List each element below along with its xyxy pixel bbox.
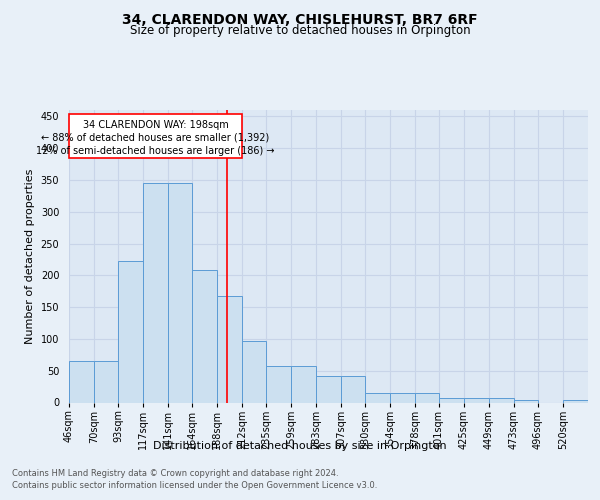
Bar: [341, 376, 365, 402]
Bar: [94, 361, 118, 403]
Text: Contains public sector information licensed under the Open Government Licence v3: Contains public sector information licen…: [12, 481, 377, 490]
Text: 34 CLARENDON WAY: 198sqm: 34 CLARENDON WAY: 198sqm: [83, 120, 229, 130]
Bar: [439, 398, 464, 402]
Text: Contains HM Land Registry data © Crown copyright and database right 2024.: Contains HM Land Registry data © Crown c…: [12, 469, 338, 478]
Text: Size of property relative to detached houses in Orpington: Size of property relative to detached ho…: [130, 24, 470, 37]
Text: 12% of semi-detached houses are larger (186) →: 12% of semi-detached houses are larger (…: [36, 146, 275, 156]
Text: 34, CLARENDON WAY, CHISLEHURST, BR7 6RF: 34, CLARENDON WAY, CHISLEHURST, BR7 6RF: [122, 12, 478, 26]
Bar: [143, 183, 168, 402]
Bar: [365, 393, 390, 402]
Text: Distribution of detached houses by size in Orpington: Distribution of detached houses by size …: [153, 441, 447, 451]
Bar: [69, 114, 242, 158]
Bar: [390, 393, 415, 402]
Y-axis label: Number of detached properties: Number of detached properties: [25, 168, 35, 344]
Bar: [291, 366, 316, 402]
Bar: [514, 400, 538, 402]
Bar: [192, 270, 217, 402]
Text: ← 88% of detached houses are smaller (1,392): ← 88% of detached houses are smaller (1,…: [41, 133, 269, 143]
Bar: [489, 398, 514, 402]
Bar: [118, 262, 143, 402]
Bar: [316, 376, 341, 402]
Bar: [464, 398, 489, 402]
Bar: [563, 400, 588, 402]
Bar: [242, 341, 266, 402]
Bar: [217, 296, 242, 403]
Bar: [266, 366, 291, 402]
Bar: [69, 361, 94, 403]
Bar: [168, 183, 192, 402]
Bar: [415, 393, 439, 402]
